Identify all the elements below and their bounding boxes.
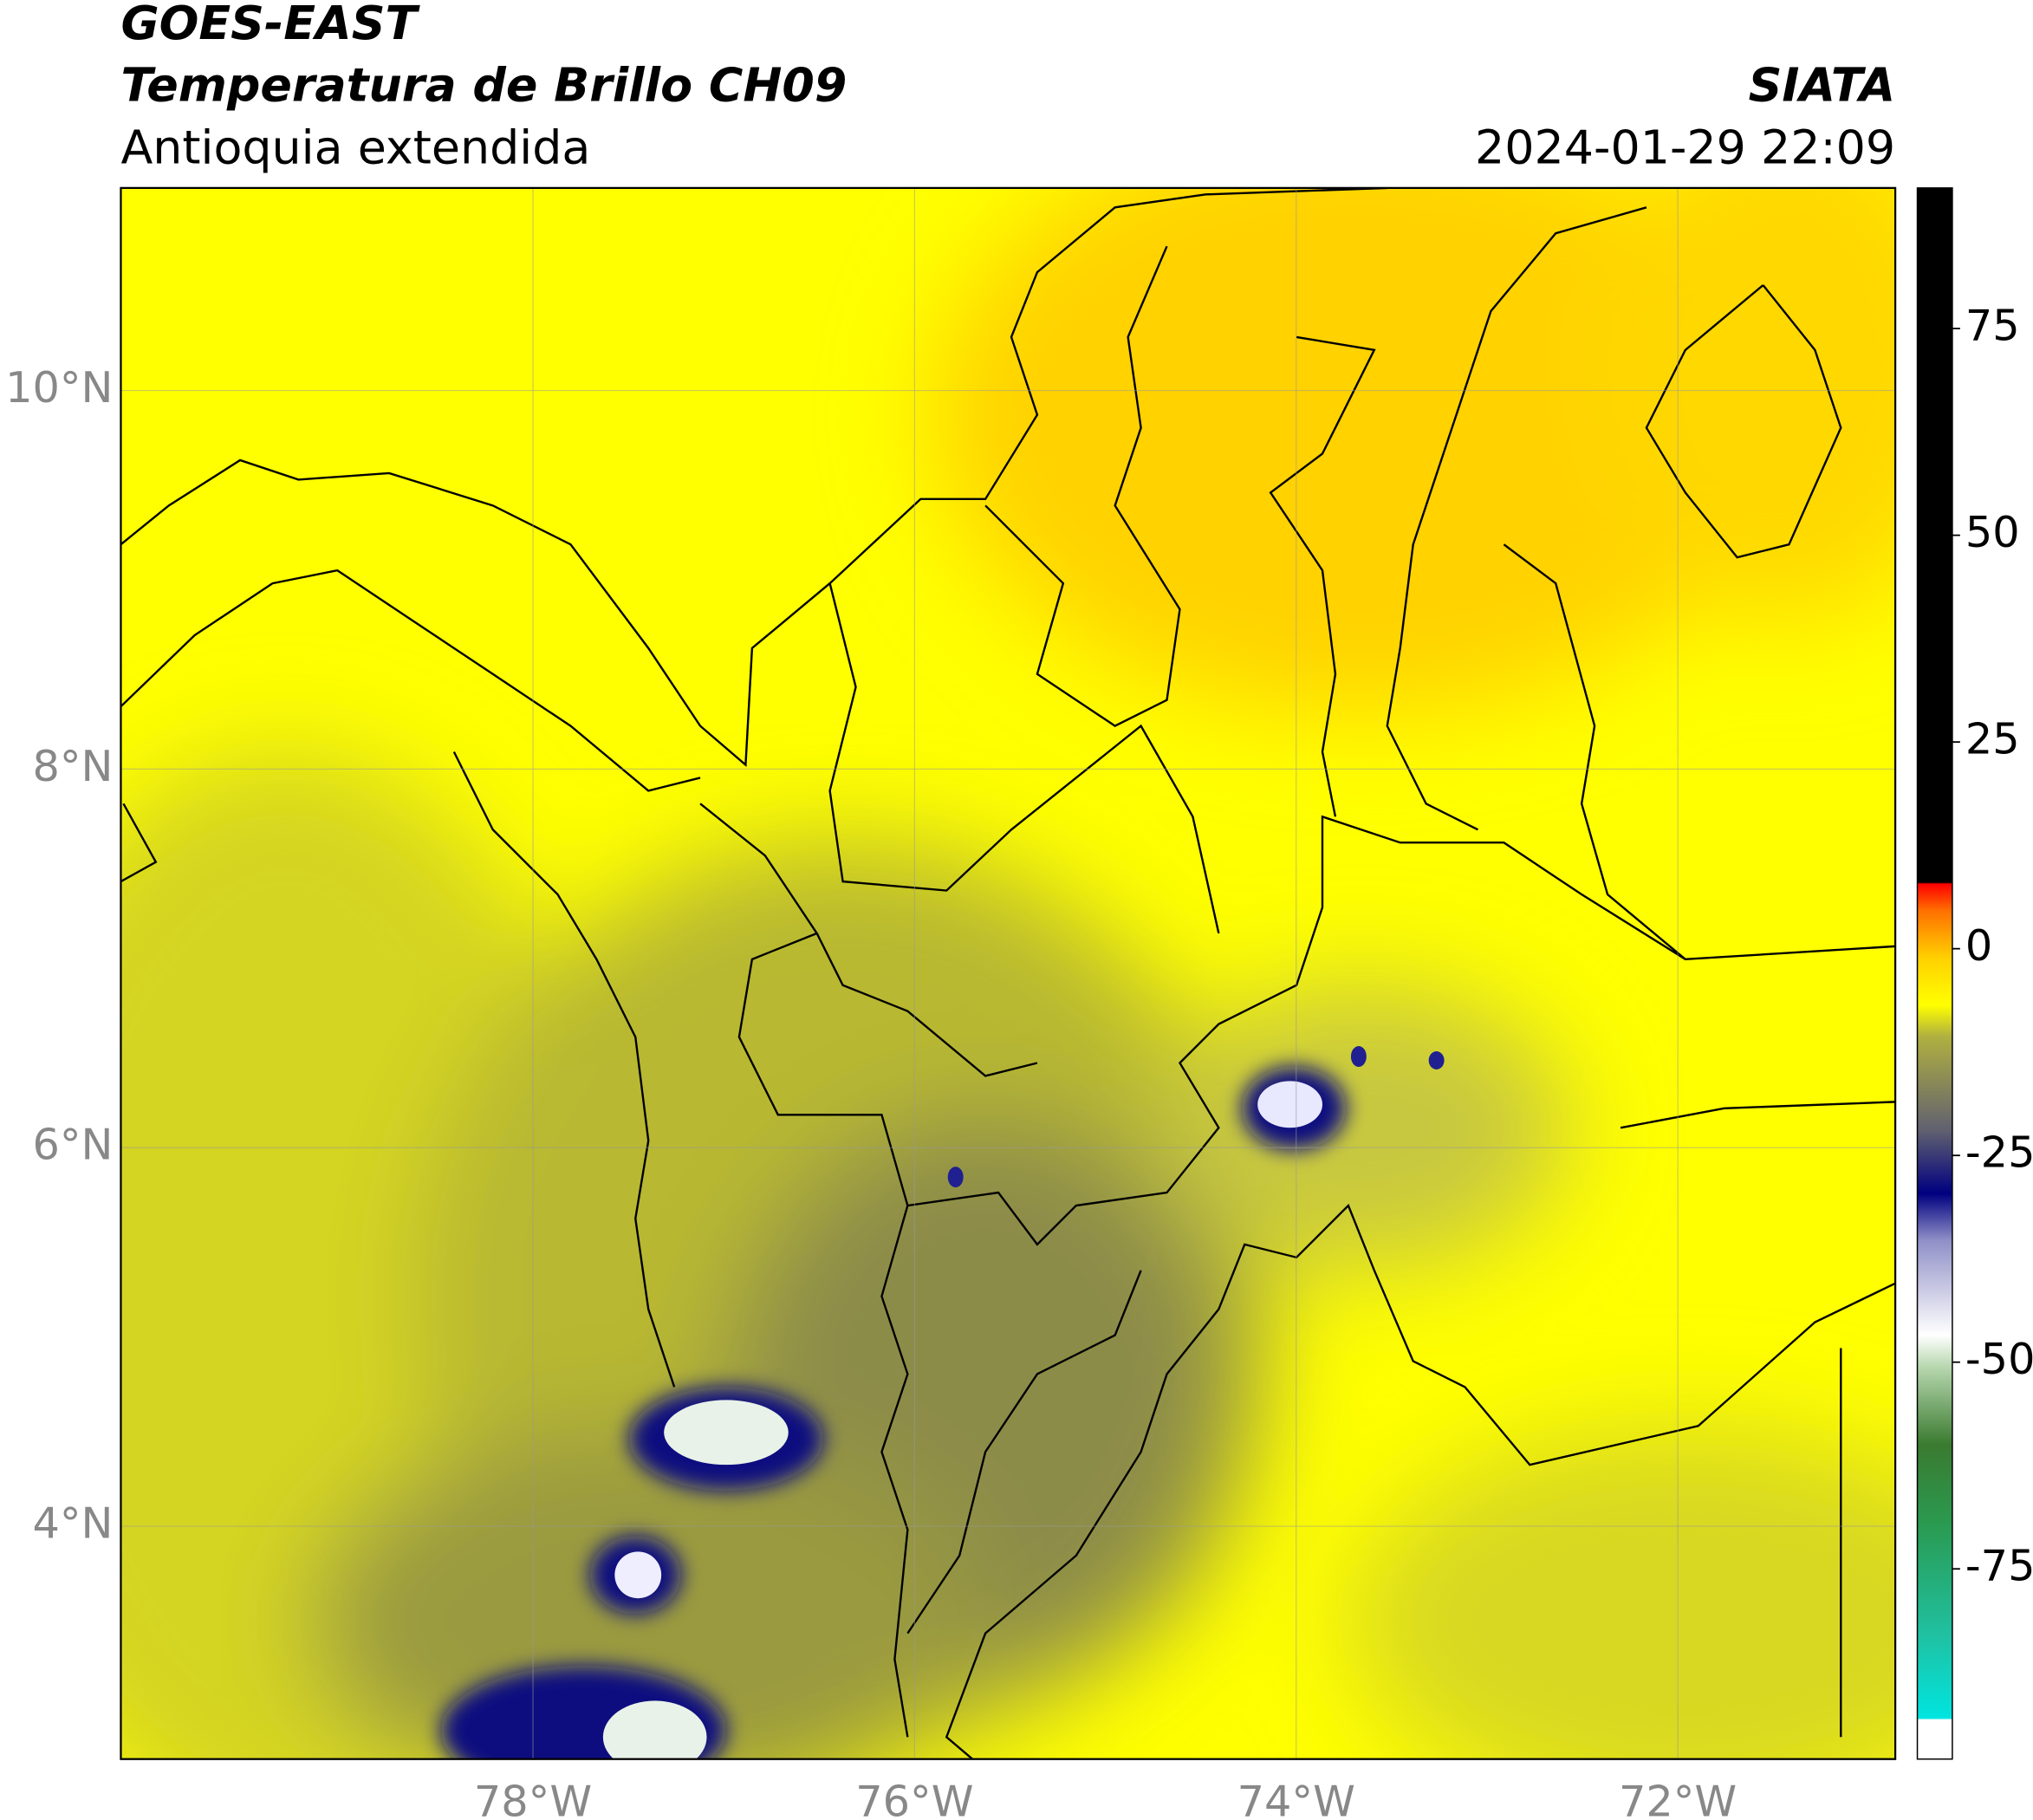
product-title: Temperatura de Brillo CH09 xyxy=(120,58,847,113)
gridlines xyxy=(120,187,1896,1759)
colorbar-tick-label: 50 xyxy=(1965,507,2020,557)
colorbar xyxy=(1916,187,1953,1760)
colorbar-tick-label: -75 xyxy=(1965,1541,2033,1591)
colorbar-tick-label: 0 xyxy=(1965,920,1992,971)
map-frame xyxy=(120,186,1897,1760)
map-image xyxy=(120,187,1896,1759)
agency: SIATA xyxy=(1749,58,1896,113)
lat-tick-label: 4°N xyxy=(32,1498,113,1549)
colorbar-tick-label: -25 xyxy=(1965,1128,2033,1178)
colorbar-tick-label: 75 xyxy=(1965,301,2020,351)
datetime: 2024-01-29 22:09 xyxy=(1475,120,1895,174)
colorbar-tick-label: -50 xyxy=(1965,1334,2033,1384)
lon-tick-label: 78°W xyxy=(474,1777,592,1820)
lat-tick-label: 6°N xyxy=(32,1120,113,1170)
lon-tick-label: 76°W xyxy=(855,1777,973,1820)
lon-tick-label: 74°W xyxy=(1237,1777,1355,1820)
lat-tick-label: 10°N xyxy=(5,362,113,413)
lat-tick-label: 8°N xyxy=(32,741,113,791)
borders xyxy=(120,187,1896,1759)
satellite-title: GOES-EAST xyxy=(120,0,420,50)
region-title: Antioquia extendida xyxy=(120,120,590,174)
colorbar-tick-label: 25 xyxy=(1965,714,2020,764)
lon-tick-label: 72°W xyxy=(1619,1777,1737,1820)
